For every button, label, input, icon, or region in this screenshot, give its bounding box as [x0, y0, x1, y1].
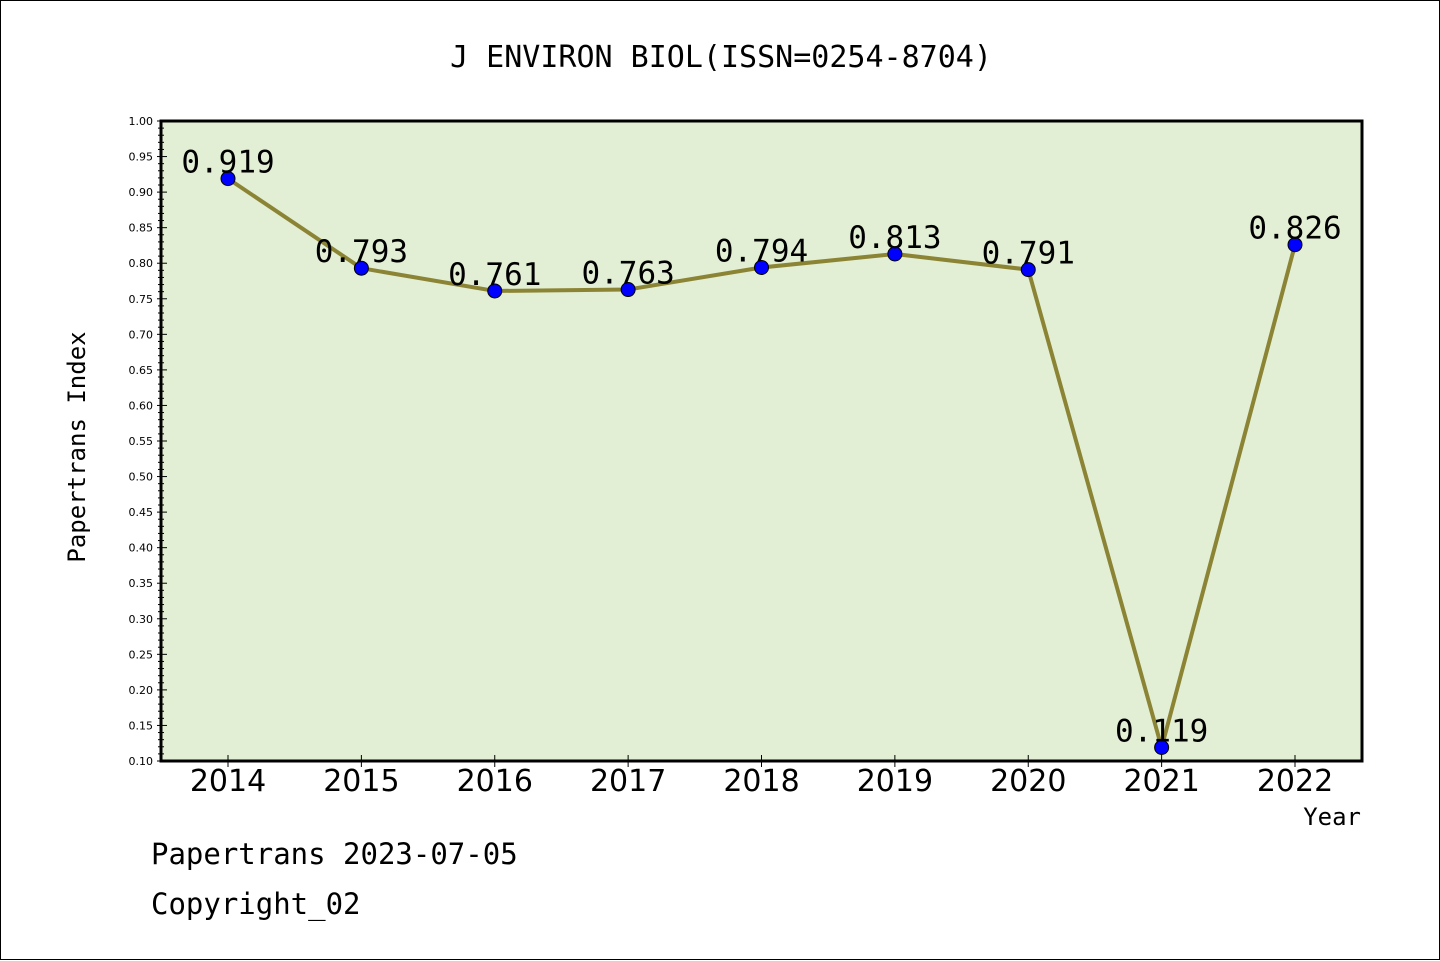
y-tick-label: 1.00 — [129, 115, 154, 128]
y-tick-label: 0.95 — [129, 151, 154, 164]
x-axis-title: Year — [1303, 803, 1361, 831]
y-tick-label: 0.75 — [129, 293, 154, 306]
y-axis: 0.10 0.15 0.20 0.25 0.30 0.35 0.40 0.45 0.50 0.55… — [129, 115, 167, 768]
data-point — [1287, 237, 1303, 253]
y-tick-label: 0.85 — [129, 222, 154, 235]
y-tick-label: 0.60 — [129, 399, 154, 412]
y-tick-label: 0.15 — [129, 719, 154, 732]
data-point — [887, 246, 903, 262]
data-point — [1154, 739, 1170, 755]
y-tick-label: 0.25 — [129, 648, 154, 661]
y-tick-label: 0.20 — [129, 684, 154, 697]
x-tick-label: 2022 — [1257, 764, 1333, 799]
y-tick-label: 0.70 — [129, 328, 154, 341]
y-tick-label: 0.10 — [129, 755, 154, 768]
y-tick-label: 0.35 — [129, 577, 154, 590]
y-axis-title: Papertrans Index — [63, 331, 91, 562]
data-label: 0.791 — [982, 236, 1075, 272]
plot-area — [159, 119, 1364, 763]
data-label: 0.793 — [315, 234, 408, 270]
x-tick-label: 2016 — [457, 764, 533, 799]
data-point — [220, 171, 236, 187]
chart-title: J ENVIRON BIOL(ISSN=0254-8704) — [450, 40, 992, 75]
series-line-group — [220, 171, 1303, 755]
y-tick-label: 0.55 — [129, 435, 154, 448]
y-tick-label: 0.50 — [129, 471, 154, 484]
footer-copyright: Copyright_02 — [151, 887, 361, 921]
data-point — [754, 259, 769, 275]
data-point — [487, 283, 503, 299]
x-tick-label: 2014 — [190, 764, 266, 799]
x-tick-label: 2019 — [857, 764, 933, 799]
y-tick-label: 0.65 — [129, 364, 154, 377]
data-label: 0.794 — [715, 233, 808, 269]
y-tick-label: 0.45 — [129, 506, 154, 519]
footer-date: Papertrans 2023-07-05 — [151, 837, 518, 871]
data-point — [620, 282, 636, 298]
data-point — [1020, 262, 1036, 278]
data-label: 0.826 — [1248, 211, 1341, 247]
x-tick-label: 2021 — [1123, 764, 1199, 799]
y-tick-label: 0.90 — [129, 186, 154, 199]
data-label-group: 0.919 0.793 0.761 0.763 0.794 0.813 0.791 0.119… — [181, 145, 1341, 750]
data-label: 0.763 — [581, 256, 674, 292]
y-tick-label: 0.30 — [129, 613, 154, 626]
x-tick-label: 2015 — [323, 764, 399, 799]
data-label: 0.119 — [1115, 713, 1208, 749]
x-tick-label: 2018 — [723, 764, 799, 799]
data-label: 0.761 — [448, 257, 541, 293]
y-tick-label: 0.40 — [129, 542, 154, 555]
data-point — [353, 260, 369, 276]
data-label: 0.813 — [848, 220, 941, 256]
x-tick-label: 2017 — [590, 764, 666, 799]
data-label: 0.919 — [181, 145, 274, 181]
x-tick-label: 2020 — [990, 764, 1066, 799]
y-tick-label: 0.80 — [129, 257, 154, 270]
x-axis: 2014 2015 2016 2017 2018 2019 2020 2021 2022 — [190, 755, 1333, 799]
